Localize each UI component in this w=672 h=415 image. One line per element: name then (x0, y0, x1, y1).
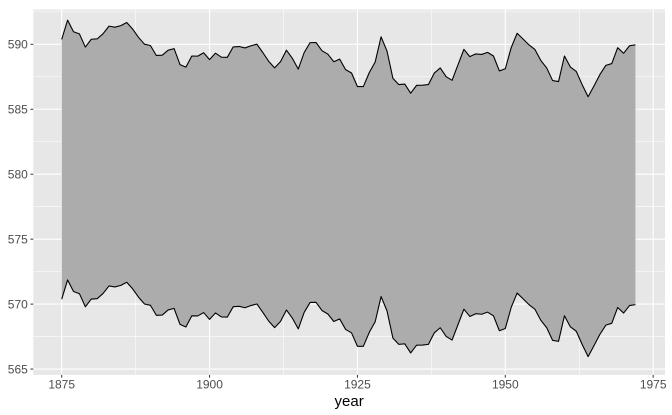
x-tick-label: 1900 (196, 377, 223, 391)
ribbon-area (61, 20, 636, 357)
y-tick-label: 585 (8, 102, 28, 116)
ribbon-lower-line (61, 279, 636, 358)
y-tick-label: 570 (8, 297, 28, 311)
y-tick-label: 580 (8, 167, 28, 181)
x-tick-label: 1875 (48, 377, 75, 391)
y-tick-label: 575 (8, 232, 28, 246)
x-tick-label: 1975 (640, 377, 667, 391)
y-tick-label: 590 (8, 38, 28, 52)
y-tick-label: 565 (8, 362, 28, 376)
axis-tick-marks (30, 43, 654, 378)
x-tick-label: 1950 (492, 377, 519, 391)
x-axis-title: year (335, 393, 364, 410)
x-tick-label: 1925 (344, 377, 371, 391)
ribbon-upper-line (61, 19, 636, 98)
axis-tick-labels: 1875 1900 1925 1950 1975 565 570 575 580 585 590 (8, 38, 667, 392)
